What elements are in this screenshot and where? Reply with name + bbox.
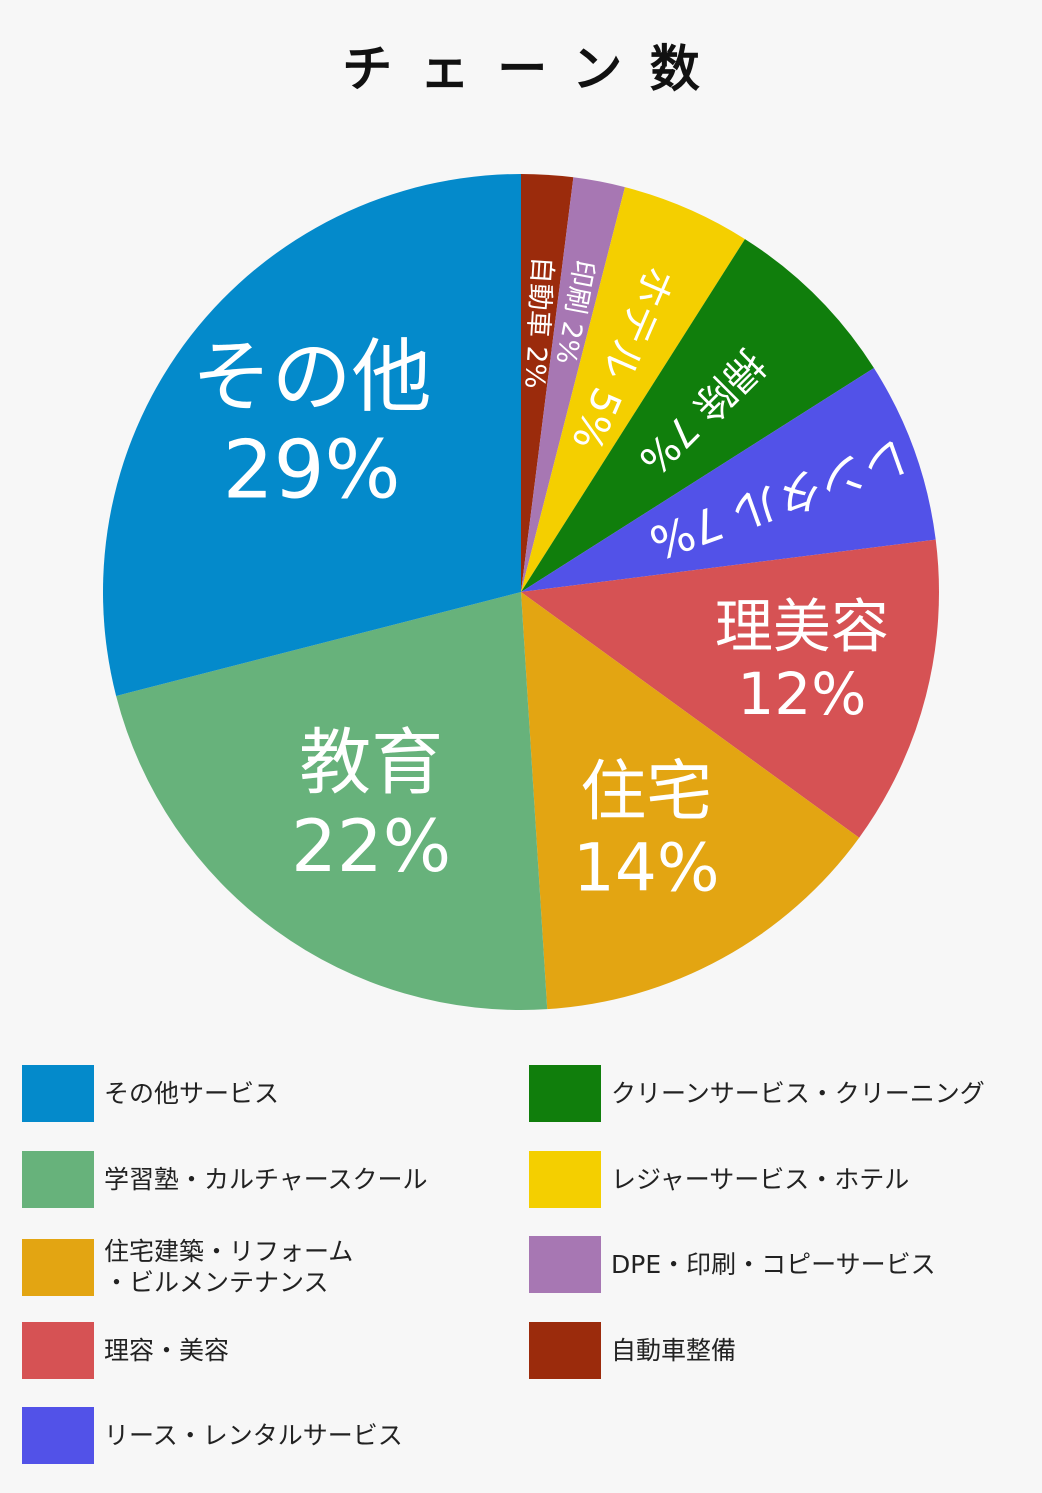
- slice-value-6: 12%: [737, 660, 866, 728]
- pie-slice-5: [521, 368, 936, 592]
- pie-slice-2: [521, 177, 625, 592]
- slice-label-6: 理美容: [715, 592, 889, 660]
- slice-value-7: 14%: [573, 830, 720, 907]
- slice-label-9: その他: [192, 331, 432, 424]
- pie-slice-6: [521, 539, 939, 838]
- pie-slice-1: [521, 174, 574, 592]
- pie-slice-4: [521, 239, 874, 592]
- slice-value-8: 22%: [291, 804, 451, 888]
- pie-slice-3: [521, 187, 745, 592]
- pie-slice-8: [116, 592, 548, 1010]
- pie-slice-7: [521, 592, 860, 1010]
- chart-title: チェーン数: [342, 40, 728, 98]
- pie-slice-9: [102, 174, 521, 696]
- slice-label-8: 教育: [299, 721, 443, 805]
- slice-value-9: 29%: [223, 423, 401, 516]
- slice-label-7: 住宅: [580, 753, 712, 830]
